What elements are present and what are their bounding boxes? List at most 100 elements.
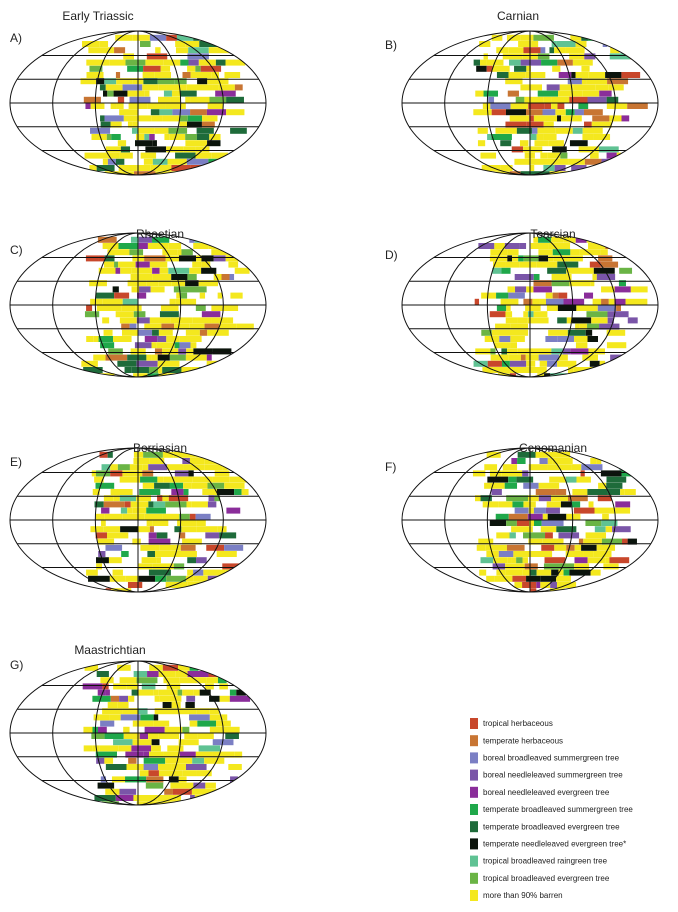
vegetation-cell: [535, 451, 549, 458]
vegetation-cell: [125, 751, 144, 758]
vegetation-cell: [487, 360, 502, 367]
vegetation-cell: [123, 726, 130, 733]
vegetation-cell: [575, 72, 589, 78]
vegetation-cell: [141, 557, 157, 564]
vegetation-cell: [121, 329, 138, 336]
vegetation-cell: [215, 34, 226, 41]
vegetation-cell: [535, 489, 556, 495]
vegetation-cell: [189, 720, 198, 727]
vegetation-cell: [219, 367, 234, 373]
vegetation-cell: [152, 329, 159, 336]
vegetation-cell: [573, 507, 595, 514]
vegetation-cell: [624, 489, 636, 495]
vegetation-cell: [574, 336, 588, 342]
vegetation-cell: [198, 59, 216, 66]
vegetation-cell: [507, 90, 519, 97]
panel-title: Berriasian: [133, 441, 187, 455]
vegetation-cell: [158, 689, 178, 696]
vegetation-cell: [185, 329, 200, 336]
vegetation-cell: [601, 165, 611, 171]
vegetation-cell: [537, 53, 550, 60]
vegetation-cell: [582, 134, 594, 140]
vegetation-cell: [160, 65, 171, 72]
vegetation-cell: [574, 557, 588, 564]
vegetation-cell: [511, 526, 533, 533]
vegetation-cell: [592, 115, 610, 122]
vegetation-cell: [526, 65, 531, 72]
vegetation-cell: [212, 795, 228, 801]
vegetation-cell: [597, 495, 612, 502]
vegetation-cell: [518, 255, 524, 262]
vegetation-cell: [519, 261, 537, 268]
vegetation-cell: [555, 127, 573, 134]
vegetation-cell: [207, 140, 221, 147]
vegetation-cell: [86, 72, 104, 78]
vegetation-cell: [211, 72, 220, 78]
vegetation-cell: [201, 121, 215, 128]
vegetation-cell: [122, 84, 143, 91]
vegetation-cell: [165, 501, 187, 508]
vegetation-cell: [491, 489, 502, 495]
vegetation-cell: [483, 53, 488, 60]
vegetation-cell: [559, 354, 568, 361]
vegetation-cell: [119, 788, 137, 795]
vegetation-cell: [96, 78, 105, 85]
vegetation-cell: [112, 569, 123, 576]
vegetation-cell: [570, 348, 589, 355]
vegetation-cell: [226, 507, 241, 514]
vegetation-cell: [181, 249, 193, 256]
vegetation-cell: [105, 689, 110, 696]
vegetation-cell: [513, 551, 531, 557]
vegetation-cell: [197, 677, 207, 684]
vegetation-cell: [482, 103, 491, 109]
vegetation-cell: [183, 464, 205, 471]
vegetation-cell: [155, 575, 167, 582]
vegetation-cell: [537, 127, 556, 134]
vegetation-cell: [94, 501, 104, 508]
vegetation-cell: [587, 557, 606, 564]
vegetation-cell: [548, 329, 563, 336]
vegetation-cell: [199, 292, 206, 299]
vegetation-cell: [480, 152, 497, 159]
vegetation-cell: [98, 551, 106, 557]
vegetation-cell: [202, 489, 217, 495]
vegetation-cell: [125, 575, 139, 582]
vegetation-cell: [95, 532, 108, 539]
vegetation-cell: [153, 689, 159, 696]
vegetation-cell: [545, 115, 558, 122]
vegetation-cell: [523, 298, 533, 305]
panel-title: Early Triassic: [62, 9, 133, 23]
vegetation-cell: [566, 317, 572, 324]
vegetation-cell: [154, 348, 163, 355]
vegetation-cell: [189, 267, 202, 274]
vegetation-cell: [103, 526, 121, 533]
vegetation-cell: [111, 588, 132, 592]
vegetation-cell: [229, 274, 235, 280]
vegetation-cell: [228, 764, 242, 770]
vegetation-cell: [533, 34, 554, 41]
vegetation-cell: [217, 526, 227, 533]
vegetation-cell: [212, 348, 232, 355]
vegetation-cell: [146, 354, 152, 361]
vegetation-cell: [205, 588, 217, 592]
vegetation-cell: [494, 342, 511, 349]
map-panel: [80, 34, 252, 175]
vegetation-cell: [158, 373, 168, 377]
vegetation-cell: [155, 47, 161, 54]
vegetation-cell: [112, 286, 119, 293]
vegetation-cell: [138, 575, 156, 582]
vegetation-cell: [80, 78, 92, 85]
vegetation-cell: [136, 677, 158, 684]
vegetation-cell: [481, 329, 492, 336]
vegetation-cell: [188, 59, 199, 66]
vegetation-cell: [104, 115, 124, 122]
vegetation-cell: [223, 726, 240, 733]
vegetation-cell: [525, 354, 539, 361]
vegetation-cell: [149, 317, 171, 324]
vegetation-cell: [625, 298, 648, 305]
vegetation-cell: [500, 298, 519, 305]
vegetation-cell: [185, 702, 195, 708]
vegetation-cell: [143, 764, 159, 770]
vegetation-cell: [144, 134, 150, 140]
vegetation-cell: [533, 507, 546, 514]
